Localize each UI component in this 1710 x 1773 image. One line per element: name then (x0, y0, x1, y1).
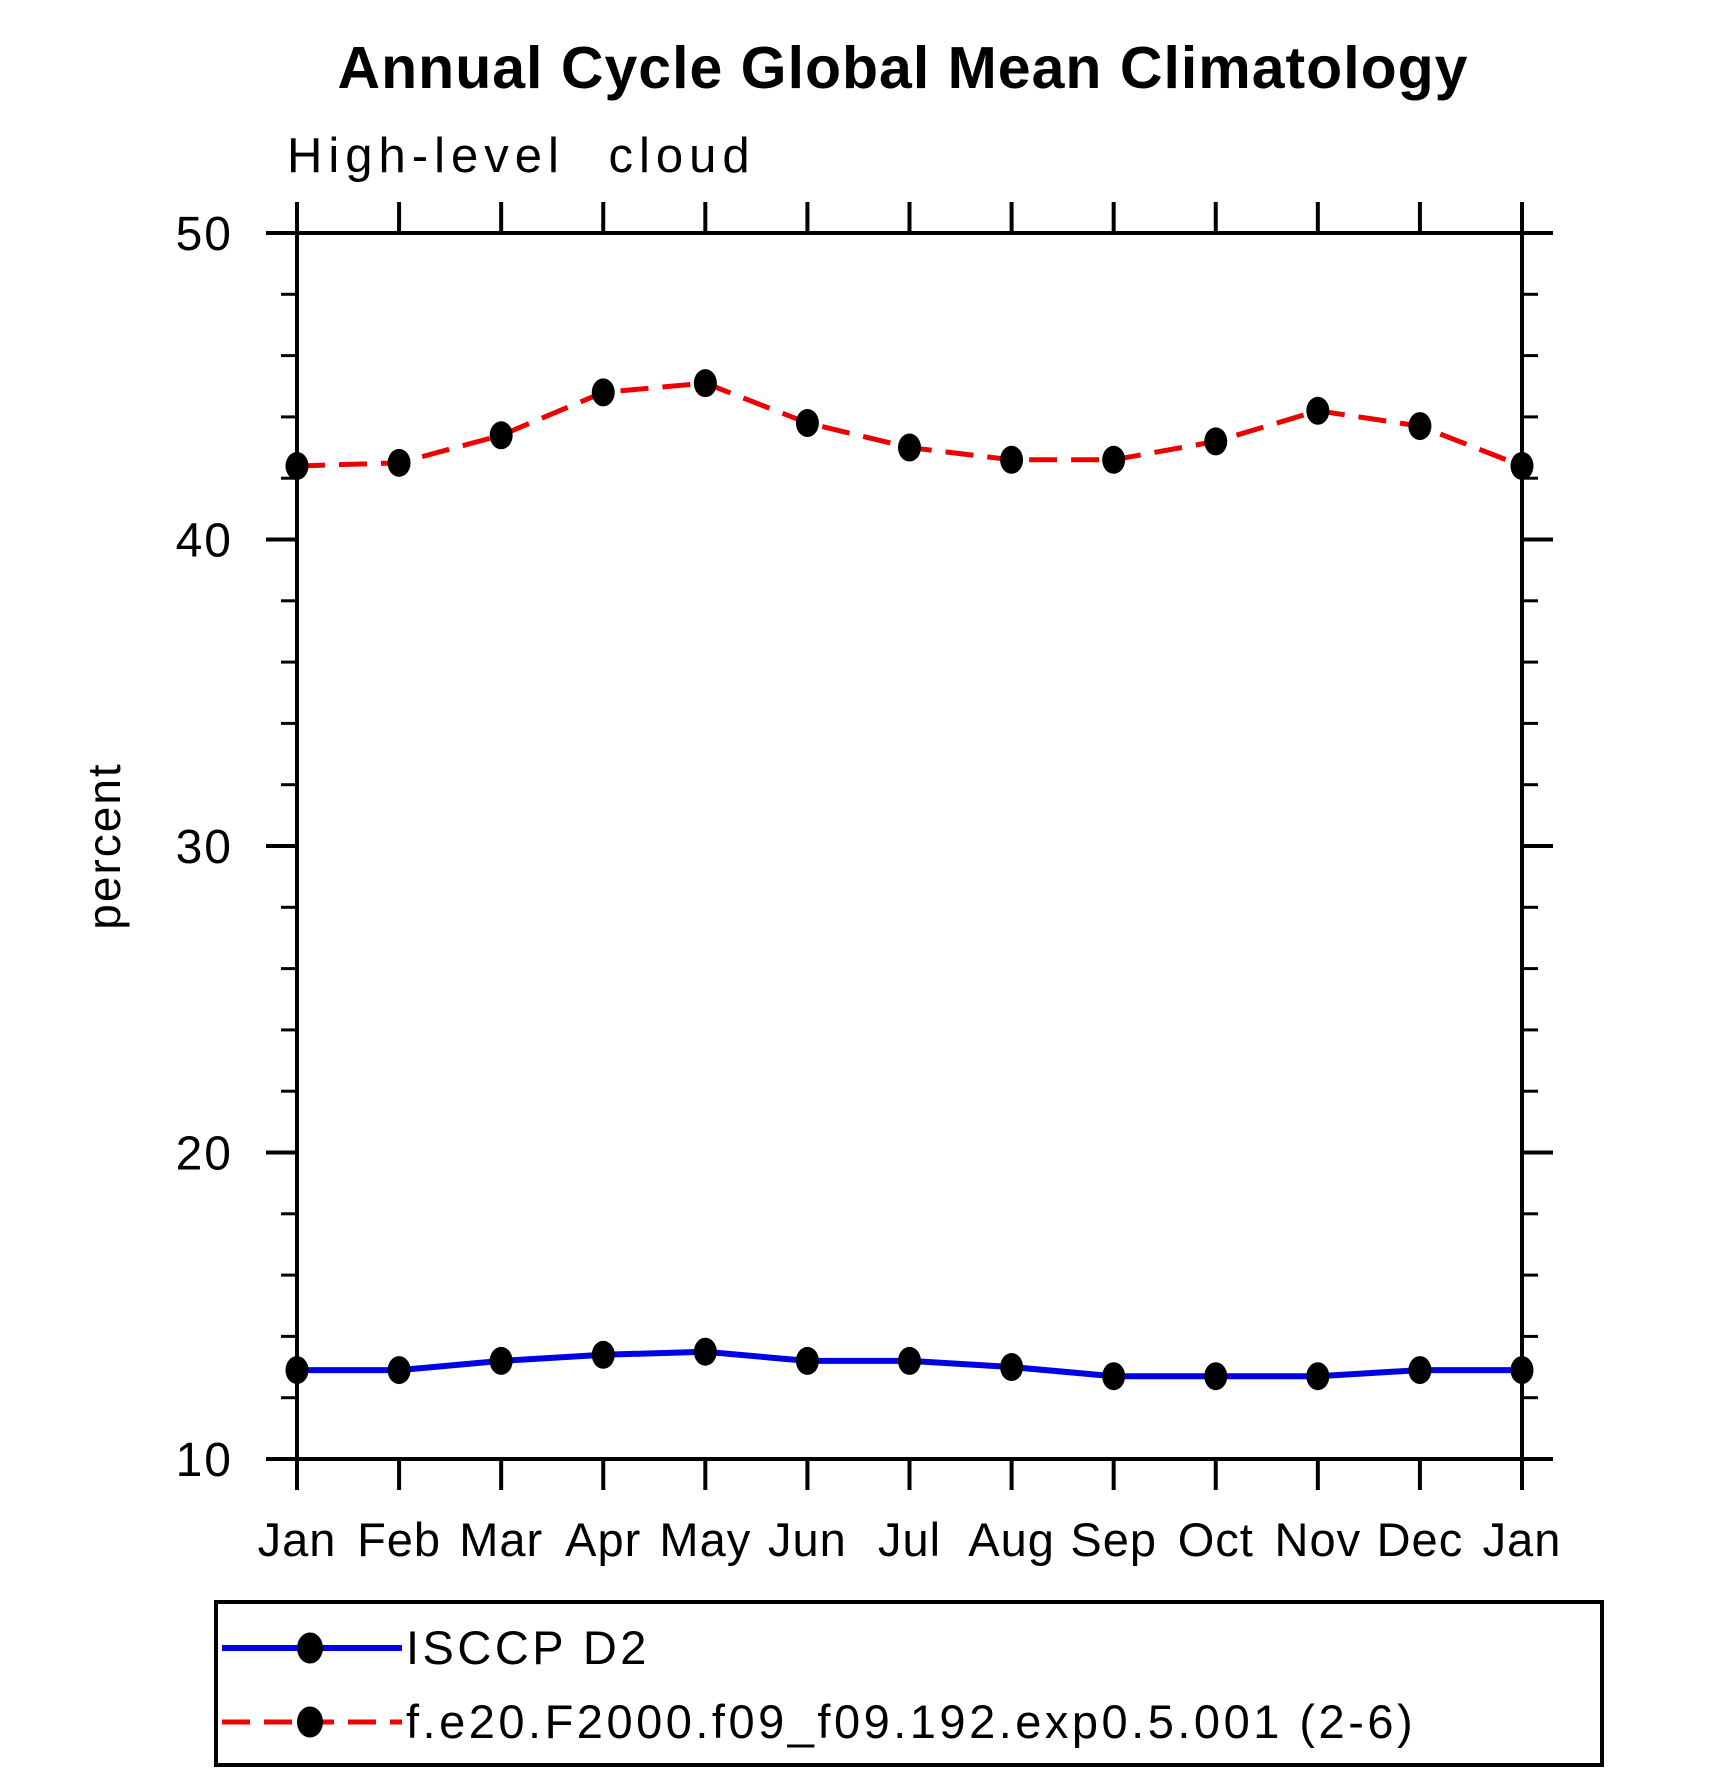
plot-area: 10 20 30 40 50 Jan Feb Mar Apr May Jun Jul Aug Sep Oct… (176, 202, 1562, 1566)
x-tick-label: Oct (1178, 1513, 1254, 1566)
legend-box (214, 1600, 1604, 1767)
legend-label-isccp-d2: ISCCP D2 (406, 1621, 650, 1674)
data-point-marker (1306, 396, 1330, 425)
y-tick-label: 20 (176, 1128, 233, 1181)
chart-title: Annual Cycle Global Mean Climatology (338, 35, 1469, 101)
data-point-marker (1408, 1356, 1432, 1385)
data-point-marker (591, 378, 615, 407)
legend-samples (222, 1632, 402, 1738)
data-point-marker (898, 433, 921, 462)
data-point-marker (489, 421, 513, 450)
x-tick-label: Feb (357, 1513, 441, 1566)
data-point-marker (1306, 1362, 1330, 1391)
data-point-marker (898, 1346, 921, 1375)
data-point-marker (795, 1346, 819, 1375)
data-point-marker (1102, 1362, 1126, 1391)
chart-subtitle: High-level cloud (287, 129, 756, 183)
data-point-marker (489, 1346, 513, 1375)
data-point-marker (1510, 1356, 1534, 1385)
plot-frame (295, 231, 1524, 1461)
data-point-marker (285, 451, 309, 480)
data-point-marker (693, 369, 717, 398)
data-point-marker (1510, 451, 1534, 480)
x-tick-label: Aug (968, 1513, 1055, 1566)
legend-label-model-run: f.e20.F2000.f09_f09.192.exp0.5.001 (2-6) (406, 1695, 1416, 1748)
y-axis-title: percent (78, 762, 130, 929)
legend-sample-marker-1 (297, 1706, 323, 1738)
data-point-marker (387, 448, 411, 477)
y-tick-label: 30 (176, 821, 233, 874)
x-tick-label: Jan (1483, 1513, 1562, 1566)
data-point-marker (1102, 445, 1126, 474)
y-tick-label: 40 (176, 515, 233, 568)
data-point-marker (693, 1337, 717, 1366)
data-point-marker (795, 409, 819, 438)
data-point-marker (1204, 427, 1228, 456)
x-tick-label: Dec (1377, 1513, 1464, 1566)
legend-sample-marker-0 (297, 1632, 323, 1664)
x-tick-label: Jan (258, 1513, 337, 1566)
legend: ISCCP D2 f.e20.F2000.f09_f09.192.exp0.5.… (214, 1600, 1604, 1767)
data-point-marker (387, 1356, 411, 1385)
y-tick-label: 10 (176, 1434, 233, 1487)
x-tick-label: Jul (878, 1513, 941, 1566)
x-tick-label: Jun (768, 1513, 847, 1566)
x-tick-label: May (659, 1513, 751, 1566)
x-tick-label: Apr (565, 1513, 641, 1566)
data-point-marker (1408, 412, 1432, 441)
data-point-marker (1000, 1353, 1024, 1382)
data-point-marker (1000, 445, 1024, 474)
x-tick-label: Sep (1070, 1513, 1157, 1566)
data-point-marker (591, 1340, 615, 1369)
y-tick-label: 50 (176, 208, 233, 261)
x-tick-label: Nov (1275, 1513, 1362, 1566)
data-point-marker (1204, 1362, 1228, 1391)
x-tick-label: Mar (459, 1513, 543, 1566)
data-point-marker (285, 1356, 309, 1385)
